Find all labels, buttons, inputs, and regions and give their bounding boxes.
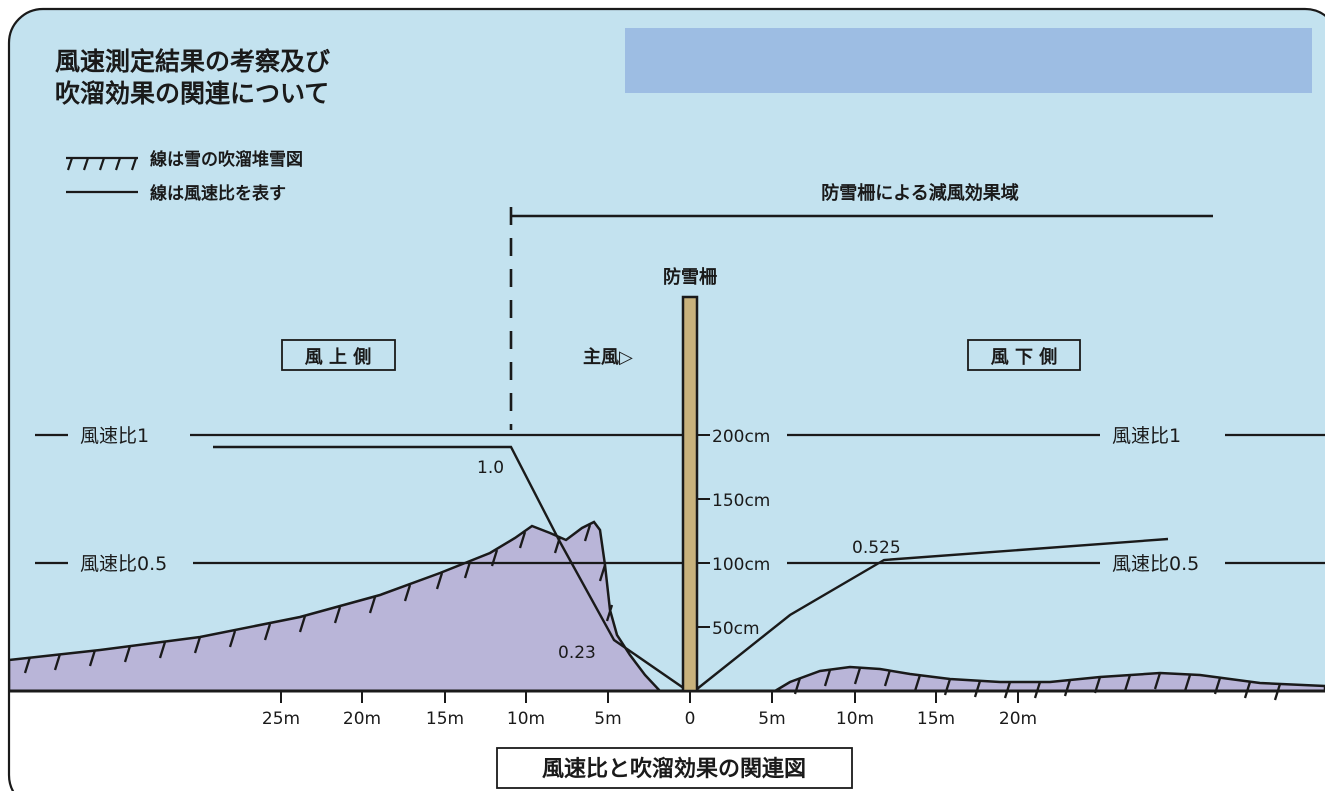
caption: 風速比と吹溜効果の関連図 <box>542 756 806 782</box>
hatch-mark <box>53 653 62 671</box>
effect-zone-label: 防雪柵による減風効果域 <box>821 182 1018 204</box>
sky-background <box>9 9 1325 691</box>
hatch-mark <box>463 561 472 579</box>
snow-fence <box>681 295 699 693</box>
hatch-mark <box>23 656 32 674</box>
ratio05-label-right: 風速比0.5 <box>1112 553 1199 575</box>
legend-hatch-symbol <box>66 156 138 171</box>
hatch-mark <box>1063 679 1072 697</box>
ratio1-label-left: 風速比1 <box>80 425 149 447</box>
ratio1-label-right: 風速比1 <box>1112 425 1181 447</box>
distance-label: 5m <box>758 709 785 729</box>
height-label-200: 200cm <box>712 427 770 447</box>
hatch-mark <box>853 667 862 685</box>
hatch-mark <box>403 584 412 602</box>
title-line-2: 吹溜効果の関連について <box>55 79 329 108</box>
wind-ratio-line-upwind <box>213 445 686 690</box>
hatch-mark <box>518 531 527 549</box>
distance-label: 15m <box>917 709 955 729</box>
hatch-mark <box>333 606 342 624</box>
hatch-mark <box>123 645 132 663</box>
hatch-mark <box>368 596 377 614</box>
hatch-mark <box>823 669 832 687</box>
header-banner <box>625 28 1312 93</box>
legend-hatch-label: 線は雪の吹溜堆雪図 <box>150 149 303 170</box>
distance-label: 10m <box>836 709 874 729</box>
height-label-50: 50cm <box>712 619 760 639</box>
hatch-mark <box>1153 672 1162 690</box>
fence-label: 防雪柵 <box>663 266 717 288</box>
height-label-150: 150cm <box>712 491 770 511</box>
hatch-mark <box>228 630 237 648</box>
hatch-mark <box>298 615 307 633</box>
height-label-100: 100cm <box>712 555 770 575</box>
distance-ticks <box>280 691 1019 703</box>
value-label-1-0: 1.0 <box>477 458 504 478</box>
title-line-1: 風速測定結果の考察及び <box>55 47 330 76</box>
value-label-0-525: 0.525 <box>852 538 901 558</box>
hatch-mark <box>598 564 607 582</box>
downwind-label: 風 下 側 <box>991 346 1058 368</box>
distance-label: 10m <box>507 709 545 729</box>
ratio05-label-left: 風速比0.5 <box>80 553 167 575</box>
legend-line-label: 線は風速比を表す <box>150 183 286 204</box>
distance-label: 0 <box>685 709 696 729</box>
caption-box <box>496 747 853 789</box>
upwind-label: 風 上 側 <box>305 346 372 368</box>
hatch-mark <box>1183 674 1192 692</box>
distance-label: 5m <box>594 709 621 729</box>
main-wind-label: 主風▷ <box>583 346 633 368</box>
distance-label: 20m <box>999 709 1037 729</box>
hatch-mark <box>158 641 167 659</box>
wind-ratio-line-downwind <box>696 537 1169 690</box>
hatch-mark <box>263 623 272 641</box>
hatch-mark <box>193 636 202 654</box>
diagram-frame <box>7 7 1325 795</box>
hatch-mark <box>883 669 892 687</box>
hatch-mark <box>973 680 982 698</box>
hatch-mark <box>88 649 97 667</box>
hatch-mark <box>583 524 592 542</box>
downwind-box <box>967 339 1081 371</box>
hatch-mark <box>913 674 922 692</box>
value-label-0-23: 0.23 <box>558 643 596 663</box>
distance-label: 25m <box>262 709 300 729</box>
hatch-mark <box>1123 674 1132 692</box>
hatch-mark <box>605 604 614 622</box>
upwind-box <box>281 339 396 371</box>
distance-label: 20m <box>343 709 381 729</box>
hatch-mark <box>435 572 444 590</box>
distance-label: 15m <box>426 709 464 729</box>
